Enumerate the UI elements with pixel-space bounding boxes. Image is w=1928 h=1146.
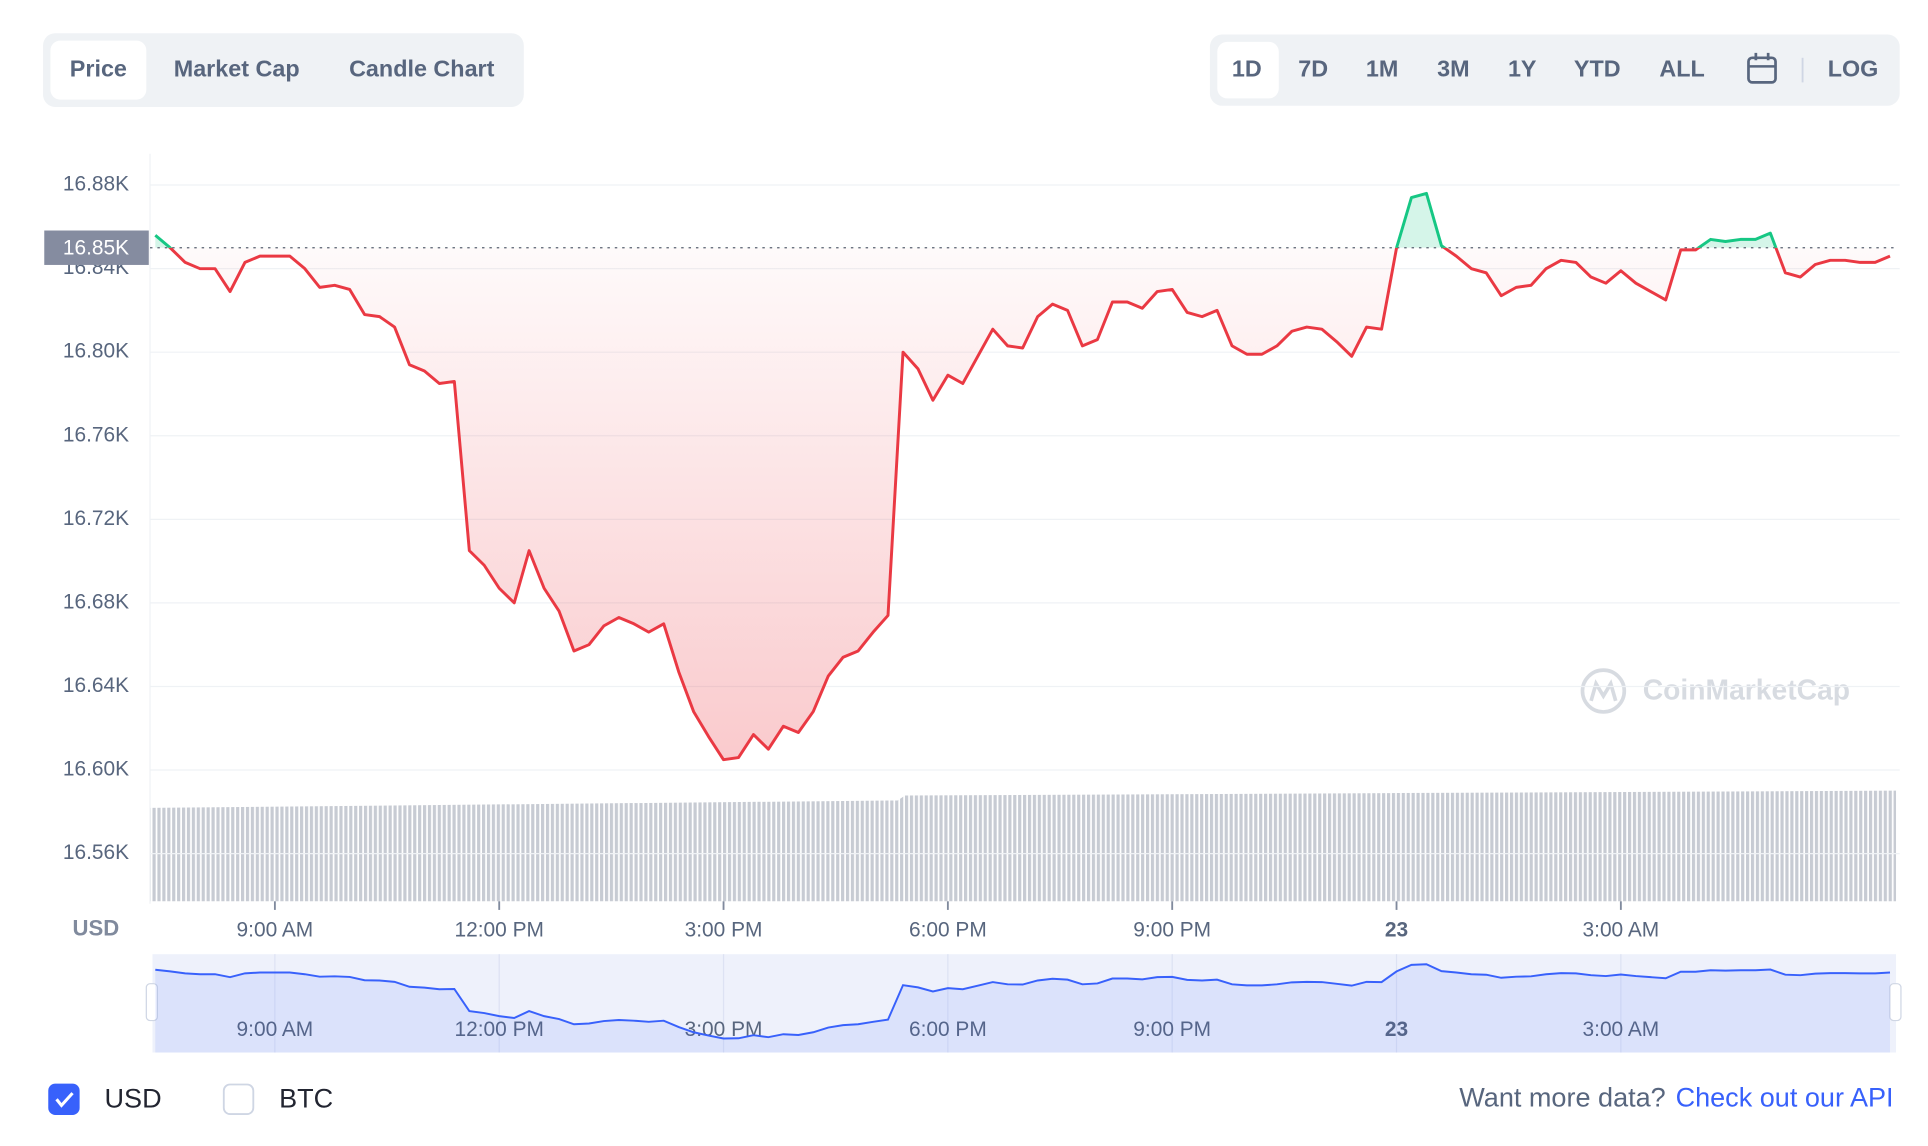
- navigator-tick-label: 6:00 PM: [909, 1018, 987, 1041]
- range-button[interactable]: 1D: [1232, 55, 1262, 81]
- footer-text: Want more data? Check out our API: [1459, 1082, 1893, 1112]
- navigator-tick-label: 9:00 AM: [237, 1018, 314, 1041]
- api-link[interactable]: Check out our API: [1676, 1082, 1894, 1112]
- navigator-tick-label: 23: [1385, 1018, 1408, 1041]
- range-button[interactable]: 3M: [1437, 55, 1469, 81]
- x-tick-label: 9:00 AM: [237, 918, 314, 941]
- calendar-icon: [1747, 56, 1777, 84]
- x-tick-label: 3:00 AM: [1583, 918, 1660, 941]
- navigator-area: [155, 964, 1891, 1053]
- tab[interactable]: Price: [70, 55, 127, 81]
- navigator: [152, 954, 1897, 1053]
- y-tick-label: 16.72K: [63, 507, 129, 530]
- checkbox: [222, 1083, 255, 1115]
- x-tick-label: 3:00 PM: [685, 918, 763, 941]
- y-tick-label: 16.80K: [63, 340, 129, 363]
- checkbox-label: BTC: [279, 1084, 333, 1114]
- y-tick-label: 16.88K: [63, 173, 129, 196]
- x-tick-label: 9:00 PM: [1133, 918, 1211, 941]
- reference-label-bg: [44, 230, 149, 265]
- tab[interactable]: Candle Chart: [349, 55, 495, 81]
- area-fill-up: [155, 193, 1891, 248]
- y-tick-label: 16.68K: [63, 590, 129, 613]
- navigator-line: [155, 963, 1891, 1040]
- y-unit: USD: [73, 915, 120, 940]
- area-fill-down: [170, 247, 1891, 760]
- y-tick-label: 16.76K: [63, 423, 129, 446]
- navigator-tick-label: 9:00 PM: [1133, 1018, 1211, 1041]
- tab[interactable]: Market Cap: [174, 55, 300, 81]
- range-button[interactable]: 1Y: [1508, 55, 1537, 81]
- y-tick-label: 16.60K: [63, 758, 129, 781]
- x-tick-label: 12:00 PM: [455, 918, 544, 941]
- navigator-tick-label: 12:00 PM: [455, 1018, 544, 1041]
- tab-bar: [43, 33, 524, 107]
- calendar-button[interactable]: [1747, 52, 1777, 84]
- range-button[interactable]: 7D: [1298, 55, 1328, 81]
- x-tick-label: 6:00 PM: [909, 918, 987, 941]
- checkbox: [48, 1083, 80, 1115]
- y-tick-label: 16.64K: [63, 674, 129, 697]
- currency-checkbox[interactable]: USD: [48, 1083, 162, 1115]
- range-button[interactable]: ALL: [1659, 55, 1704, 81]
- currency-checkbox[interactable]: BTC: [222, 1083, 333, 1115]
- reference-label: 16.85K: [63, 236, 129, 259]
- price-line-down: [167, 247, 1891, 762]
- log-button[interactable]: LOG: [1828, 55, 1879, 81]
- checkbox-label: USD: [105, 1084, 162, 1114]
- volume-bars: [150, 790, 1897, 902]
- range-bar: [1209, 34, 1900, 106]
- navigator-tick-label: 3:00 AM: [1583, 1018, 1660, 1041]
- watermark-text: CoinMarketCap: [1643, 674, 1850, 706]
- checkmark: [55, 1092, 74, 1108]
- range-button[interactable]: 1M: [1366, 55, 1398, 81]
- navigator-handle[interactable]: [145, 983, 159, 1022]
- footer-note: Want more data?: [1459, 1082, 1665, 1112]
- x-tick-label: 23: [1385, 918, 1408, 941]
- watermark: CoinMarketCap: [1580, 668, 1850, 714]
- y-tick-label: 16.56K: [63, 841, 129, 864]
- range-active-bg: [1217, 41, 1279, 99]
- range-button[interactable]: YTD: [1574, 55, 1621, 81]
- navigator-handle[interactable]: [1889, 983, 1902, 1022]
- tab-active-bg: [50, 40, 147, 100]
